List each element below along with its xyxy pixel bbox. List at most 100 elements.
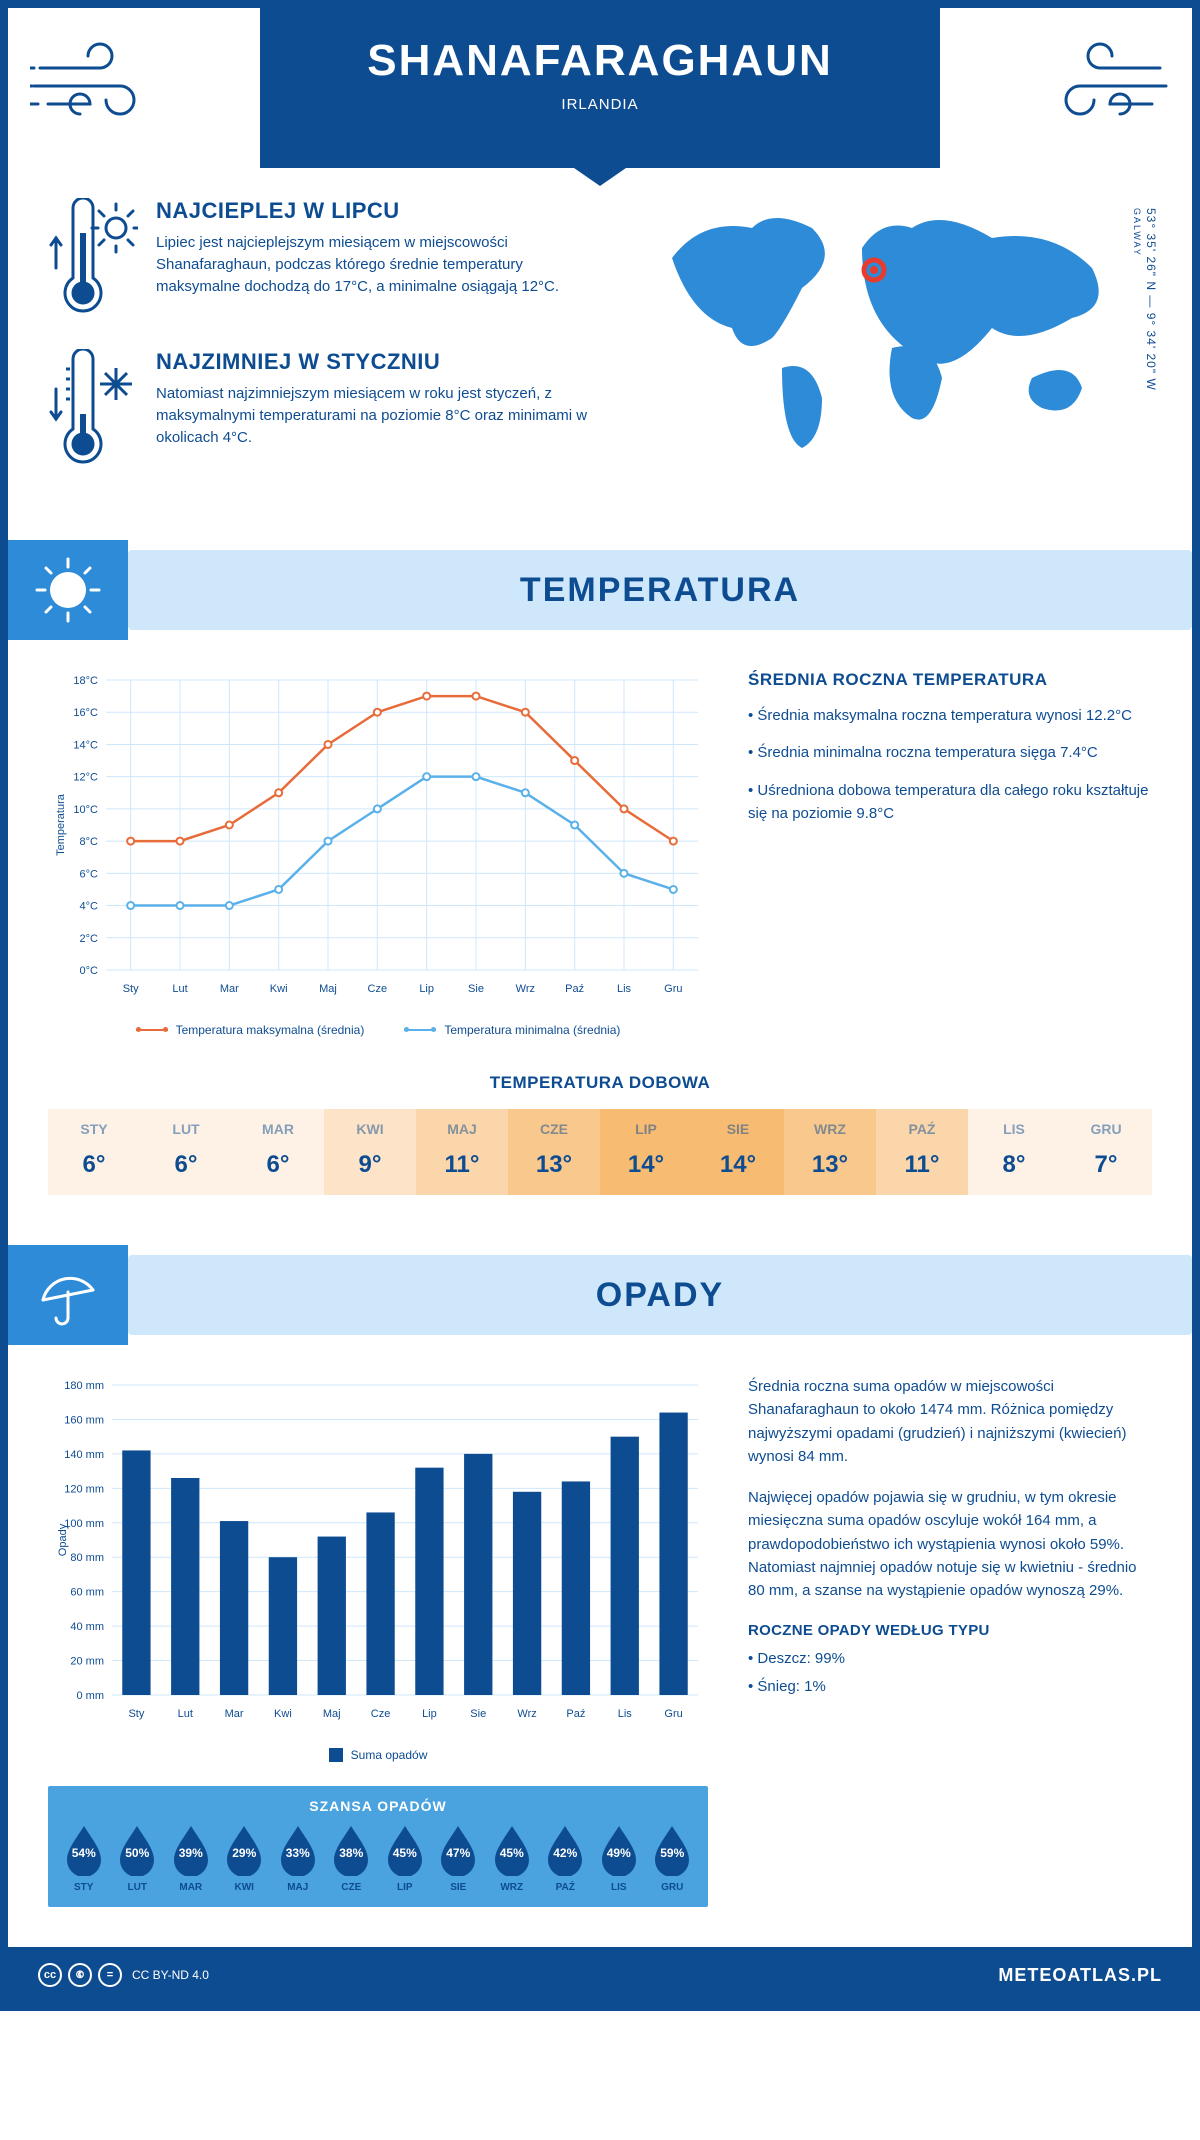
cc-icon: cc — [38, 1963, 62, 1987]
month-label: PAŹ — [876, 1121, 968, 1137]
chance-value: 29% — [232, 1846, 256, 1860]
title-banner: SHANAFARAGHAUN IRLANDIA — [260, 8, 940, 168]
thermometer-sun-icon — [48, 198, 138, 323]
svg-text:Gru: Gru — [664, 983, 682, 995]
raindrop-icon: 45% — [491, 1824, 533, 1876]
summary-bullet: • Uśredniona dobowa temperatura dla całe… — [748, 779, 1152, 826]
svg-text:120 mm: 120 mm — [64, 1483, 104, 1495]
header: SHANAFARAGHAUN IRLANDIA — [8, 8, 1192, 168]
chance-value: 39% — [179, 1846, 203, 1860]
coldest-fact: NAJZIMNIEJ W STYCZNIU Natomiast najzimni… — [48, 349, 602, 474]
footer: cc 🅮 = CC BY-ND 4.0 METEOATLAS.PL — [8, 1947, 1192, 2003]
country-subtitle: IRLANDIA — [280, 96, 920, 113]
svg-text:20 mm: 20 mm — [70, 1656, 104, 1668]
daily-temp-cell: CZE13° — [508, 1109, 600, 1195]
intro-row: NAJCIEPLEJ W LIPCU Lipiec jest najcieple… — [8, 168, 1192, 520]
daily-temp-cell: MAR6° — [232, 1109, 324, 1195]
month-label: CZE — [508, 1121, 600, 1137]
raindrop-icon: 38% — [330, 1824, 372, 1876]
month-label: MAJ — [272, 1882, 324, 1893]
temp-value: 14° — [692, 1151, 784, 1179]
facts-column: NAJCIEPLEJ W LIPCU Lipiec jest najcieple… — [48, 198, 602, 500]
chance-cell: 45% LIP — [379, 1824, 431, 1893]
daily-temp-table: STY6°LUT6°MAR6°KWI9°MAJ11°CZE13°LIP14°SI… — [48, 1109, 1152, 1195]
temperature-section-header: TEMPERATURA — [8, 540, 1192, 640]
fact-paragraph: Natomiast najzimniejszym miesiącem w rok… — [156, 383, 602, 448]
svg-text:Lip: Lip — [422, 1708, 437, 1720]
fact-paragraph: Lipiec jest najcieplejszym miesiącem w m… — [156, 232, 602, 297]
chance-cell: 54% STY — [58, 1824, 110, 1893]
svg-text:Lis: Lis — [617, 983, 632, 995]
daily-temp-cell: MAJ11° — [416, 1109, 508, 1195]
legend-label: Temperatura minimalna (średnia) — [444, 1023, 620, 1037]
wind-icon — [30, 38, 150, 128]
by-icon: 🅮 — [68, 1963, 92, 1987]
month-label: LIS — [593, 1882, 645, 1893]
precip-chart: 0 mm20 mm40 mm60 mm80 mm100 mm120 mm140 … — [48, 1375, 708, 1762]
svg-text:180 mm: 180 mm — [64, 1380, 104, 1392]
chance-title: SZANSA OPADÓW — [58, 1798, 698, 1814]
svg-text:2°C: 2°C — [80, 933, 99, 945]
site-name: METEOATLAS.PL — [998, 1965, 1162, 1986]
raindrop-icon: 39% — [170, 1824, 212, 1876]
svg-text:60 mm: 60 mm — [70, 1587, 104, 1599]
chance-cell: 50% LUT — [112, 1824, 164, 1893]
svg-text:Maj: Maj — [323, 1708, 341, 1720]
svg-text:Gru: Gru — [664, 1708, 682, 1720]
chart-legend: Suma opadów — [48, 1748, 708, 1762]
daily-temp-cell: GRU7° — [1060, 1109, 1152, 1195]
raindrop-icon: 59% — [651, 1824, 693, 1876]
section-title: TEMPERATURA — [520, 571, 800, 610]
chance-cell: 42% PAŹ — [540, 1824, 592, 1893]
month-label: LUT — [140, 1121, 232, 1137]
raindrop-icon: 49% — [598, 1824, 640, 1876]
month-label: MAJ — [416, 1121, 508, 1137]
temperature-summary: ŚREDNIA ROCZNA TEMPERATURA • Średnia mak… — [748, 670, 1152, 1037]
month-label: SIE — [692, 1121, 784, 1137]
chance-cell: 38% CZE — [326, 1824, 378, 1893]
month-label: MAR — [165, 1882, 217, 1893]
svg-text:Cze: Cze — [368, 983, 388, 995]
svg-text:Mar: Mar — [220, 983, 239, 995]
infographic-page: SHANAFARAGHAUN IRLANDIA — [0, 0, 1200, 2011]
svg-text:14°C: 14°C — [73, 739, 98, 751]
chance-value: 50% — [125, 1846, 149, 1860]
svg-text:160 mm: 160 mm — [64, 1414, 104, 1426]
daily-temp-cell: LIS8° — [968, 1109, 1060, 1195]
svg-text:40 mm: 40 mm — [70, 1621, 104, 1633]
svg-text:10°C: 10°C — [73, 804, 98, 816]
month-label: GRU — [1060, 1121, 1152, 1137]
chance-cell: 59% GRU — [647, 1824, 699, 1893]
month-label: STY — [58, 1882, 110, 1893]
svg-text:Lis: Lis — [618, 1708, 633, 1720]
temperature-content: 0°C2°C4°C6°C8°C10°C12°C14°C16°C18°CStyLu… — [8, 670, 1192, 1037]
daily-temp-cell: STY6° — [48, 1109, 140, 1195]
raindrop-icon: 42% — [544, 1824, 586, 1876]
temp-value: 13° — [784, 1151, 876, 1179]
daily-temp-cell: LIP14° — [600, 1109, 692, 1195]
chance-cell: 47% SIE — [433, 1824, 485, 1893]
legend-item: Temperatura minimalna (średnia) — [404, 1023, 620, 1037]
month-label: SIE — [433, 1882, 485, 1893]
temp-value: 8° — [968, 1151, 1060, 1179]
month-label: GRU — [647, 1882, 699, 1893]
temp-value: 6° — [48, 1151, 140, 1179]
svg-text:0 mm: 0 mm — [77, 1690, 105, 1702]
chance-value: 59% — [660, 1846, 684, 1860]
sun-icon — [8, 540, 128, 640]
month-label: LUT — [112, 1882, 164, 1893]
wind-icon — [1050, 38, 1170, 128]
raindrop-icon: 29% — [223, 1824, 265, 1876]
coordinates: 53° 35' 26" N — 9° 34' 20" W — [1144, 208, 1158, 391]
month-label: LIP — [379, 1882, 431, 1893]
nd-icon: = — [98, 1963, 122, 1987]
svg-text:12°C: 12°C — [73, 772, 98, 784]
svg-text:Cze: Cze — [371, 1708, 391, 1720]
svg-text:Paź: Paź — [566, 1708, 585, 1720]
month-label: WRZ — [784, 1121, 876, 1137]
svg-text:140 mm: 140 mm — [64, 1449, 104, 1461]
svg-text:Sty: Sty — [123, 983, 139, 995]
daily-temp-title: TEMPERATURA DOBOWA — [8, 1073, 1192, 1093]
svg-text:6°C: 6°C — [80, 868, 99, 880]
precip-type-item: • Śnieg: 1% — [748, 1675, 1152, 1698]
